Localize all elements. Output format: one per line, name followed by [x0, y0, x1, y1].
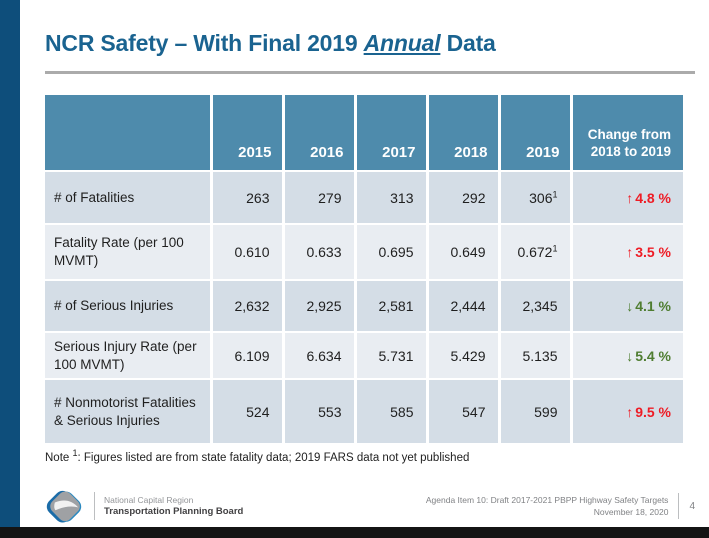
row-label: Serious Injury Rate (per 100 MVMT) — [45, 331, 213, 379]
page-number: 4 — [689, 500, 695, 512]
title-suffix: Data — [440, 30, 496, 56]
cell-2015: 0.610 — [211, 223, 285, 280]
cell-2018: 2,444 — [427, 279, 501, 332]
header-empty-cell — [45, 95, 213, 171]
change-percent: 4.1 % — [635, 298, 671, 314]
slide-content: NCR Safety – With Final 2019 Annual Data… — [45, 30, 701, 464]
cell-2016: 2,925 — [283, 279, 357, 332]
cell-2015: 2,632 — [211, 279, 285, 332]
footnote-marker: 1 — [552, 188, 558, 199]
change-percent: 4.8 % — [635, 189, 671, 206]
change-value: ↓ 5.4 % — [626, 348, 671, 364]
footer-divider — [94, 492, 95, 520]
cell-2019: 5.135 — [499, 331, 573, 379]
trend-up-arrow-icon: ↑ — [626, 244, 634, 260]
change-percent: 9.5 % — [635, 403, 671, 420]
org-name: Transportation Planning Board — [104, 506, 244, 517]
header-year-2018: 2018 — [427, 95, 501, 171]
row-label: # of Fatalities — [45, 170, 213, 224]
cell-2016: 6.634 — [283, 331, 357, 379]
change-value: ↓ 4.1 % — [626, 298, 671, 314]
cell-2018: 292 — [427, 170, 501, 224]
cell-2019-value: 0.672 — [517, 244, 553, 260]
cell-2016: 0.633 — [283, 223, 357, 280]
table-row-serious-injuries: # of Serious Injuries 2,632 2,925 2,581 … — [45, 279, 683, 332]
cell-2019-value: 2,345 — [522, 298, 558, 314]
cell-2016: 553 — [283, 378, 357, 443]
trend-up-arrow-icon: ↑ — [626, 189, 634, 206]
cell-2015: 263 — [211, 170, 285, 224]
agenda-date: November 18, 2020 — [593, 507, 669, 517]
table-row-fatalities: # of Fatalities 263 279 313 292 3061 ↑ 4.… — [45, 170, 683, 224]
table-row-fatality-rate: Fatality Rate (per 100 MVMT) 0.610 0.633… — [45, 223, 683, 280]
change-percent: 3.5 % — [635, 244, 671, 260]
note-sup: 1 — [72, 448, 78, 459]
title-emphasis: Annual — [363, 30, 441, 56]
note-rest: : Figures listed are from state fatality… — [77, 452, 470, 464]
cell-2017: 585 — [355, 378, 429, 443]
slide-footer: National Capital Region Transportation P… — [44, 486, 695, 526]
header-row: 2015 2016 2017 2018 2019 Change from 201… — [45, 95, 683, 171]
left-accent-bar — [0, 0, 20, 527]
cell-2017: 0.695 — [355, 223, 429, 280]
header-year-2017: 2017 — [355, 95, 429, 171]
slide-title: NCR Safety – With Final 2019 Annual Data — [45, 30, 701, 57]
cell-2017: 313 — [355, 170, 429, 224]
cell-2019: 2,345 — [499, 279, 573, 332]
cell-change: ↑ 9.5 % — [571, 378, 683, 443]
cell-2019-value: 599 — [534, 403, 558, 420]
cell-2018: 547 — [427, 378, 501, 443]
cell-2019-value: 306 — [529, 189, 553, 206]
table-body: # of Fatalities 263 279 313 292 3061 ↑ 4.… — [45, 170, 683, 443]
bottom-black-bar — [0, 527, 709, 538]
safety-data-table: 2015 2016 2017 2018 2019 Change from 201… — [45, 95, 683, 443]
cell-2015: 524 — [211, 378, 285, 443]
cell-2019-value: 5.135 — [522, 347, 558, 364]
trend-down-arrow-icon: ↓ — [626, 347, 634, 364]
cell-2018: 0.649 — [427, 223, 501, 280]
change-value: ↑ 4.8 % — [626, 190, 671, 206]
table-row-serious-injury-rate: Serious Injury Rate (per 100 MVMT) 6.109… — [45, 331, 683, 379]
cell-change: ↑ 4.8 % — [571, 170, 683, 224]
cell-change: ↓ 5.4 % — [571, 331, 683, 379]
row-label: Fatality Rate (per 100 MVMT) — [45, 223, 213, 280]
trend-up-arrow-icon: ↑ — [626, 403, 634, 420]
header-year-2015: 2015 — [211, 95, 285, 171]
tpb-diamond-logo-icon — [46, 490, 82, 523]
footer-right: Agenda Item 10: Draft 2017-2021 PBPP Hig… — [426, 493, 695, 519]
cell-change: ↑ 3.5 % — [571, 223, 683, 280]
row-label: # Nonmotorist Fatalities & Serious Injur… — [45, 378, 213, 443]
table-header: 2015 2016 2017 2018 2019 Change from 201… — [45, 95, 683, 171]
footnote: Note 1: Figures listed are from state fa… — [45, 449, 701, 464]
cell-2019: 0.6721 — [499, 223, 573, 280]
change-value: ↑ 9.5 % — [626, 404, 671, 420]
cell-change: ↓ 4.1 % — [571, 279, 683, 332]
cell-2019: 3061 — [499, 170, 573, 224]
title-prefix: NCR Safety – With Final 2019 — [45, 30, 364, 56]
cell-2017: 5.731 — [355, 331, 429, 379]
header-year-2016: 2016 — [283, 95, 357, 171]
change-percent: 5.4 % — [635, 347, 671, 364]
trend-down-arrow-icon: ↓ — [626, 298, 634, 314]
change-value: ↑ 3.5 % — [626, 244, 671, 260]
table-row-nonmotorist: # Nonmotorist Fatalities & Serious Injur… — [45, 378, 683, 443]
header-change: Change from 2018 to 2019 — [571, 95, 683, 171]
cell-2019: 599 — [499, 378, 573, 443]
cell-2017: 2,581 — [355, 279, 429, 332]
org-region: National Capital Region — [104, 495, 194, 505]
note-prefix: Note — [45, 452, 73, 464]
agenda-block: Agenda Item 10: Draft 2017-2021 PBPP Hig… — [426, 494, 669, 519]
header-year-2019: 2019 — [499, 95, 573, 171]
title-divider — [45, 71, 695, 74]
row-label: # of Serious Injuries — [45, 279, 213, 332]
agenda-title: Agenda Item 10: Draft 2017-2021 PBPP Hig… — [425, 494, 669, 505]
footnote-marker: 1 — [552, 243, 558, 254]
page-number-divider — [678, 493, 680, 519]
organization-block: National Capital Region Transportation P… — [104, 495, 243, 517]
cell-2016: 279 — [283, 170, 357, 224]
cell-2015: 6.109 — [211, 331, 285, 379]
cell-2018: 5.429 — [427, 331, 501, 379]
